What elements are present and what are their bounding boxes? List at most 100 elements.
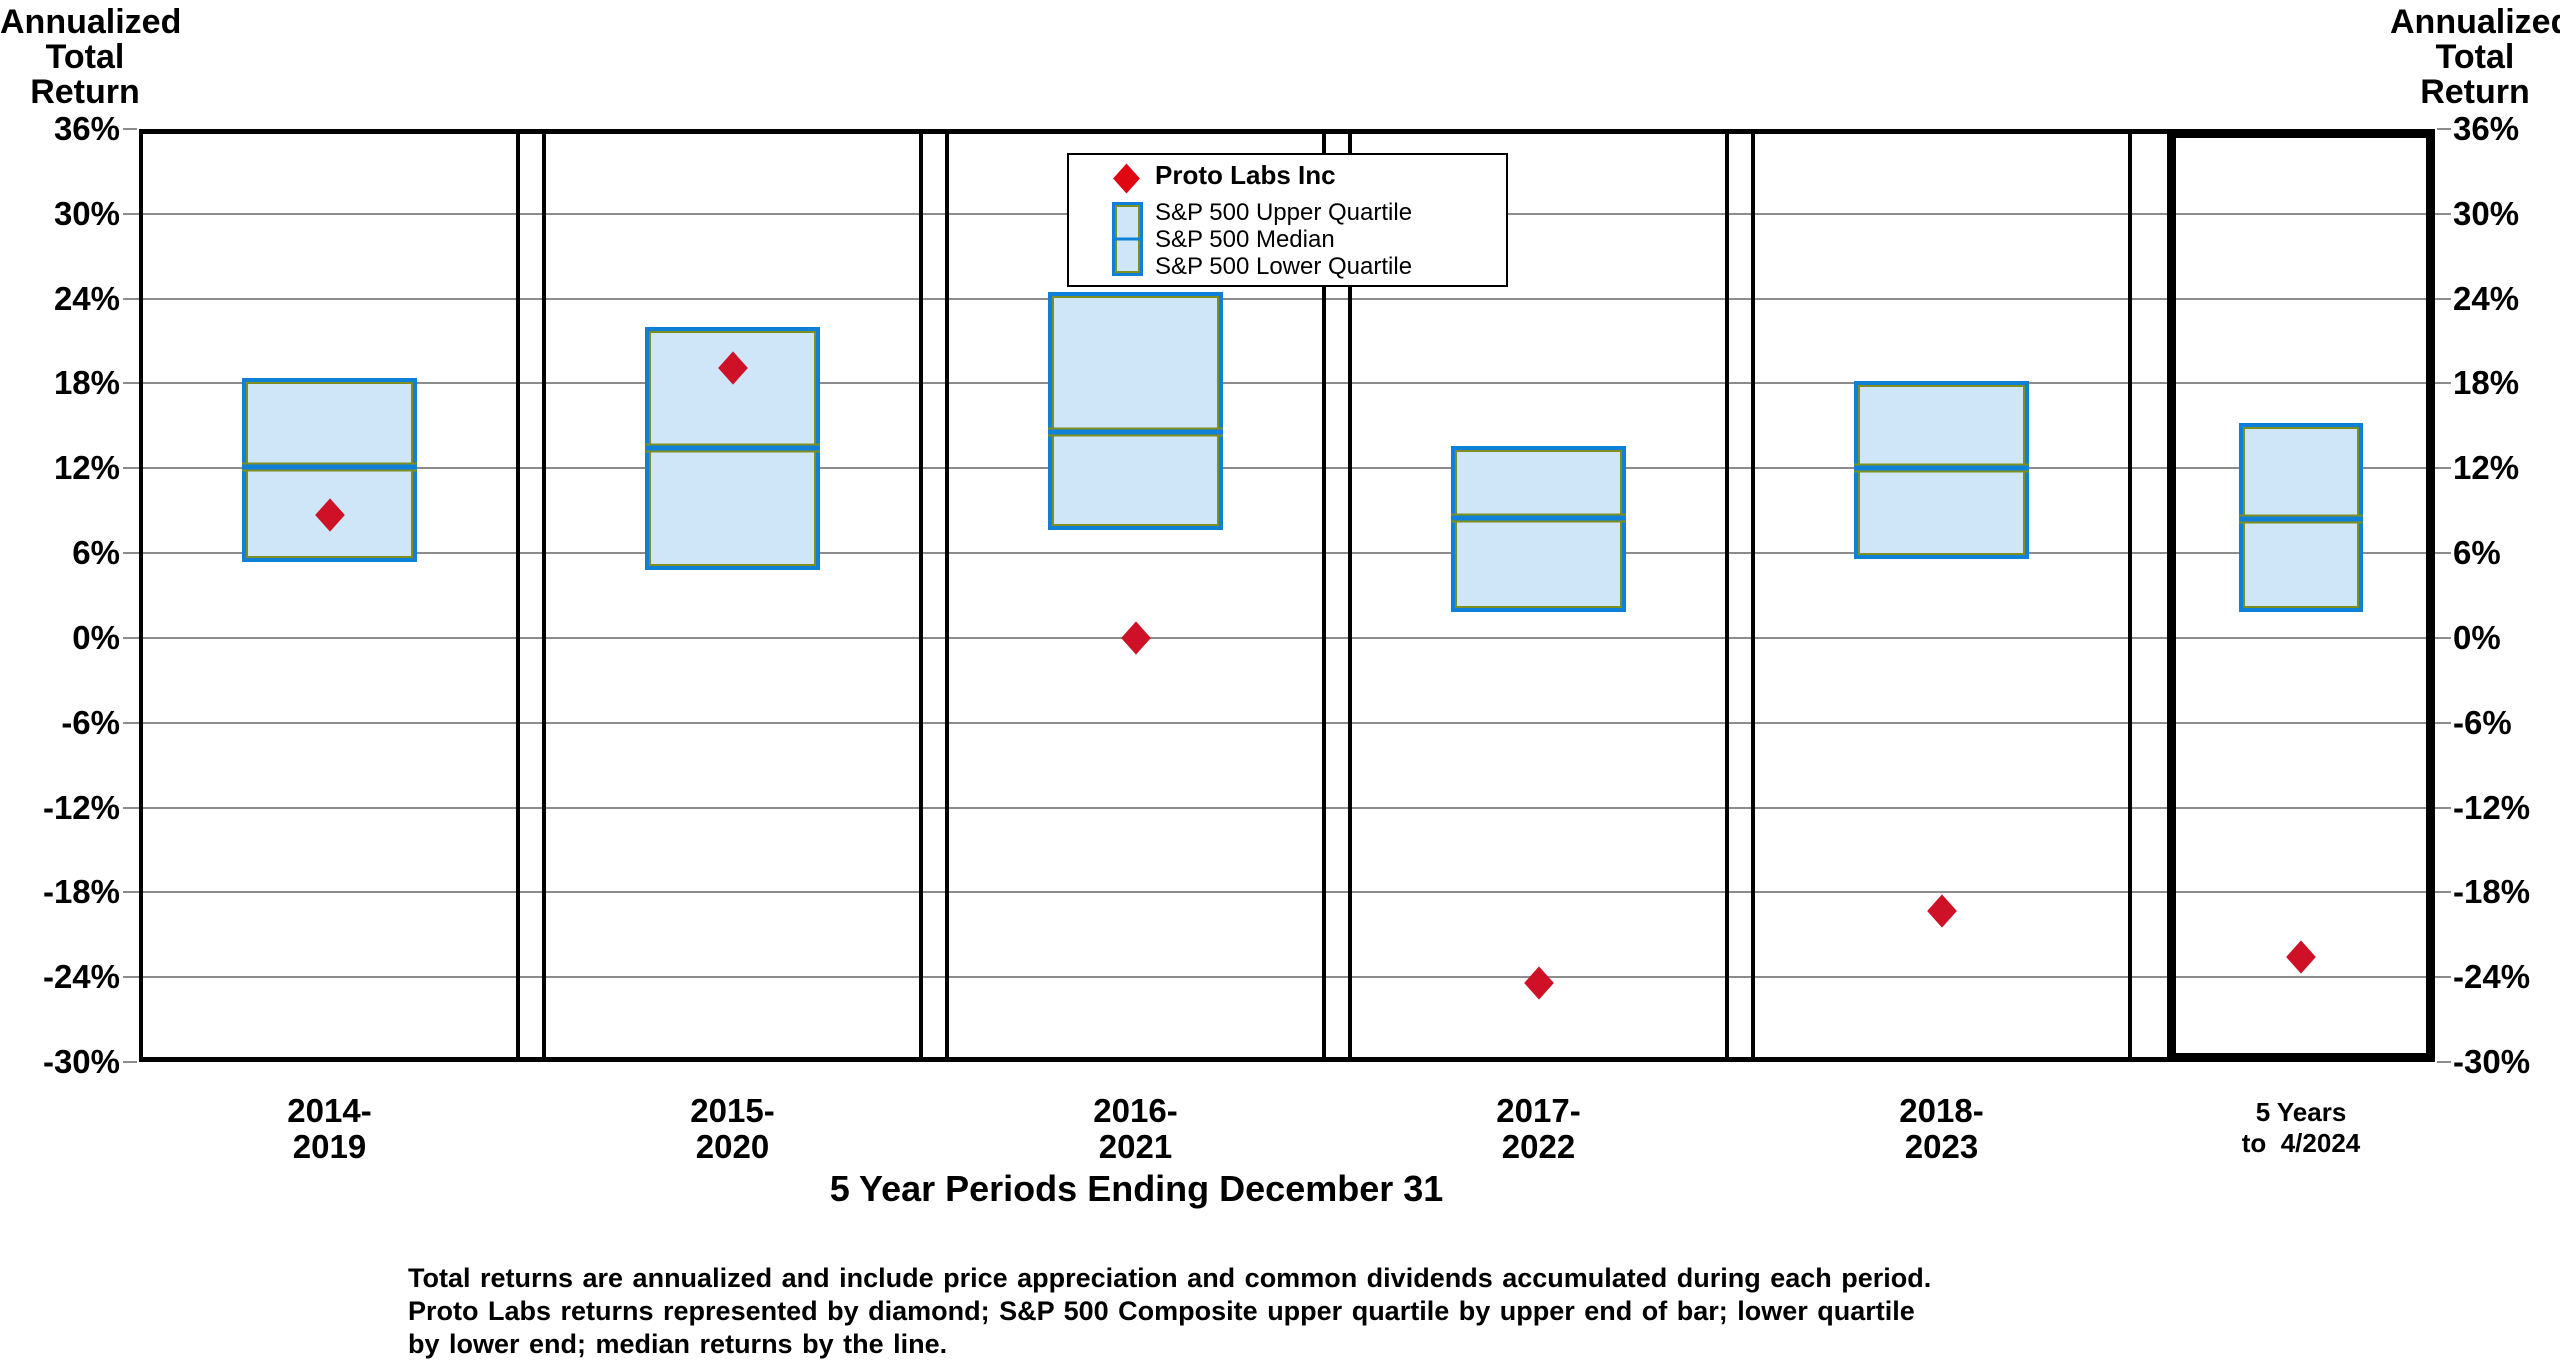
period-panel <box>1751 129 2132 1062</box>
y-tick-label: -6% <box>2453 703 2512 741</box>
y-tick-label: 6% <box>72 534 120 572</box>
left-axis-title: Annualized Total Return <box>0 3 182 111</box>
y-tick-label: -24% <box>42 958 120 996</box>
x-category-label: 2016- 2021 <box>945 1093 1326 1165</box>
median-line <box>644 443 821 453</box>
axis-title-line: Annualized <box>0 3 182 41</box>
gridline <box>123 382 2451 385</box>
period-panel <box>945 129 1326 1062</box>
period-panel <box>1348 129 1729 1062</box>
panel-marks <box>1751 129 2132 1062</box>
median-line <box>1853 463 2030 473</box>
y-tick-label: 6% <box>2453 534 2501 572</box>
legend-proto-labs-label: Proto Labs Inc <box>1155 160 1336 190</box>
quartile-box <box>1047 291 1224 531</box>
period-panel <box>2167 129 2435 1062</box>
plot-area: Proto Labs Inc S&P 500 Upper Quartile S&… <box>123 128 2451 1063</box>
y-tick-label: 30% <box>53 194 120 232</box>
x-category-label: 2017- 2022 <box>1348 1093 1729 1165</box>
x-category-label: 2014- 2019 <box>139 1093 520 1165</box>
y-tick-label: -30% <box>2453 1043 2531 1080</box>
x-category-label-line: 2015- <box>690 1092 775 1129</box>
legend-median-label: S&P 500 Median <box>1155 226 1335 253</box>
y-tick-label: 18% <box>53 364 120 402</box>
axis-title-line: Return <box>2420 73 2530 111</box>
y-tick-label: -30% <box>42 1043 120 1080</box>
x-category-label-line: 2017- <box>1496 1092 1581 1129</box>
y-tick-label: 24% <box>2453 279 2520 317</box>
y-tick-label: -12% <box>2453 788 2531 826</box>
median-line <box>241 462 418 472</box>
x-category-label-line: 5 Years <box>2255 1097 2347 1127</box>
gridline <box>123 806 2451 809</box>
period-panel <box>542 129 923 1062</box>
median-line <box>2239 514 2363 524</box>
gridline <box>123 467 2451 470</box>
y-tick-label: 12% <box>53 449 120 487</box>
gridline <box>123 552 2451 555</box>
period-panel <box>139 129 520 1062</box>
tick-stub <box>123 128 137 130</box>
tick-stub <box>123 1061 137 1063</box>
panel-marks <box>2167 129 2435 1062</box>
axis-title-line: Return <box>30 73 140 111</box>
y-tick-label: 18% <box>2453 364 2520 402</box>
y-tick-label: -12% <box>42 788 120 826</box>
right-axis-title: Annualized Total Return <box>2390 5 2560 110</box>
y-tick-label: 12% <box>2453 449 2520 487</box>
footnote-line: Proto Labs returns represented by diamon… <box>408 1296 1915 1326</box>
x-category-label: 2015- 2020 <box>542 1093 923 1165</box>
axis-title-line: Total <box>2435 38 2515 76</box>
gridline <box>123 636 2451 639</box>
x-category-label-line: 2014- <box>287 1092 372 1129</box>
x-category-label-line: to 4/2024 <box>2241 1128 2361 1158</box>
x-category-label-line: 2020 <box>695 1128 770 1165</box>
y-tick-label: -18% <box>42 873 120 911</box>
gridline <box>123 721 2451 724</box>
footnote-line: by lower end; median returns by the line… <box>408 1329 948 1359</box>
y-tick-label: -18% <box>2453 873 2531 911</box>
x-category-label-line: 2019 <box>292 1128 367 1165</box>
x-category-label-line: 2016- <box>1093 1092 1178 1129</box>
y-tick-label: 30% <box>2453 194 2520 232</box>
diamond-marker-icon <box>1113 163 1140 194</box>
tick-stub <box>2437 1061 2451 1063</box>
gridline <box>123 976 2451 979</box>
gridline <box>123 297 2451 300</box>
y-tick-label: -24% <box>2453 958 2531 996</box>
median-line-icon <box>1115 237 1140 241</box>
y-tick-label: 0% <box>72 618 120 656</box>
y-tick-label: 36% <box>53 110 120 147</box>
left-tick-labels: 36% 30% 24% 18% 12% 6% 0% -6% -12% -18% -24% -30% <box>0 0 120 1367</box>
gridline <box>123 891 2451 894</box>
x-category-label-line: 2021 <box>1098 1128 1173 1165</box>
legend: Proto Labs Inc S&P 500 Upper Quartile S&… <box>1067 153 1508 287</box>
axis-title-line: Annualized <box>2390 3 2560 41</box>
x-category-label: 5 Years to 4/2024 <box>2167 1097 2435 1159</box>
y-tick-label: 0% <box>2453 618 2501 656</box>
panel-marks <box>139 129 520 1062</box>
legend-lower-quartile-label: S&P 500 Lower Quartile <box>1155 253 1413 280</box>
panel-marks <box>1348 129 1729 1062</box>
quartile-box <box>1450 445 1627 613</box>
x-category-label-line: 2022 <box>1501 1128 1576 1165</box>
right-tick-labels: 36% 30% 24% 18% 12% 6% 0% -6% -12% -18% -24% -30% <box>2453 0 2559 1367</box>
tick-stub <box>2437 128 2451 130</box>
panel-marks <box>542 129 923 1062</box>
footnote-line: Total returns are annualized and include… <box>408 1263 1932 1293</box>
x-category-label-line: 2023 <box>1904 1128 1979 1165</box>
legend-upper-quartile-label: S&P 500 Upper Quartile <box>1155 199 1413 226</box>
axis-title-line: Total <box>45 38 125 76</box>
y-tick-label: 36% <box>2453 110 2520 147</box>
median-line <box>1450 513 1627 523</box>
quartile-box-icon <box>1112 202 1143 276</box>
panel-marks <box>945 129 1326 1062</box>
median-line <box>1047 427 1224 437</box>
x-category-label-line: 2018- <box>1899 1092 1984 1129</box>
y-tick-label: 24% <box>53 279 120 317</box>
x-axis-title: 5 Year Periods Ending December 31 <box>829 1168 1444 1209</box>
footnote: Total returns are annualized and include… <box>408 1262 1931 1361</box>
x-category-label: 2018- 2023 <box>1751 1093 2132 1165</box>
y-tick-label: -6% <box>61 703 120 741</box>
